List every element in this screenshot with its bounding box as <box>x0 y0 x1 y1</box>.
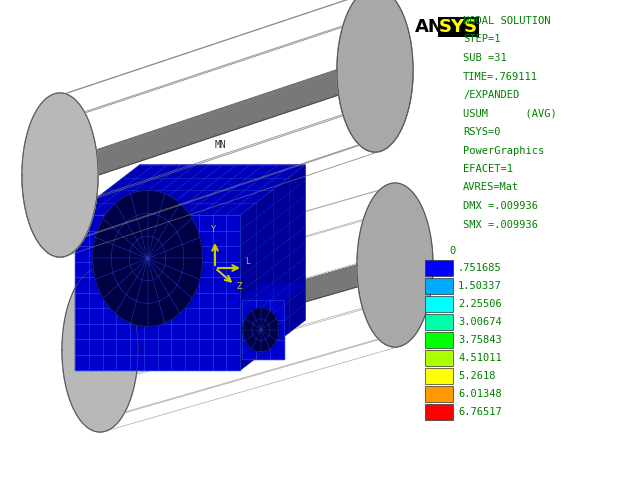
Bar <box>425 350 453 366</box>
Text: 6.01348: 6.01348 <box>458 389 502 399</box>
Bar <box>425 260 453 276</box>
Polygon shape <box>337 0 413 152</box>
Text: SYS: SYS <box>439 18 478 36</box>
Text: USUM      (AVG): USUM (AVG) <box>463 108 557 119</box>
Text: /EXPANDED: /EXPANDED <box>463 90 519 100</box>
Text: 5.2618: 5.2618 <box>458 371 495 381</box>
Polygon shape <box>62 268 138 432</box>
Text: 3.75843: 3.75843 <box>458 335 502 345</box>
Polygon shape <box>242 300 284 359</box>
Text: SMX =.009936: SMX =.009936 <box>463 219 538 229</box>
Polygon shape <box>93 191 203 326</box>
Text: .751685: .751685 <box>458 263 502 273</box>
Text: AN: AN <box>415 18 444 36</box>
Bar <box>425 386 453 402</box>
Text: AVRES=Mat: AVRES=Mat <box>463 182 519 192</box>
Polygon shape <box>240 165 305 370</box>
Polygon shape <box>22 93 98 257</box>
Polygon shape <box>22 93 98 257</box>
Text: 0: 0 <box>450 246 456 256</box>
Text: 4.51011: 4.51011 <box>458 353 502 363</box>
Polygon shape <box>22 70 413 257</box>
Text: 2.25506: 2.25506 <box>458 299 502 309</box>
Polygon shape <box>62 265 433 432</box>
Polygon shape <box>243 308 279 352</box>
Bar <box>425 368 453 384</box>
Bar <box>425 296 453 312</box>
Text: Z: Z <box>237 282 243 291</box>
Text: L: L <box>245 257 250 266</box>
Text: STEP=1: STEP=1 <box>463 35 500 45</box>
Text: NODAL SOLUTION: NODAL SOLUTION <box>463 16 550 26</box>
Polygon shape <box>357 183 433 347</box>
Bar <box>425 332 453 348</box>
Polygon shape <box>22 0 413 175</box>
Polygon shape <box>22 70 413 257</box>
Text: DMX =.009936: DMX =.009936 <box>463 201 538 211</box>
Text: EFACET=1: EFACET=1 <box>463 164 513 174</box>
Polygon shape <box>75 215 240 370</box>
Bar <box>425 404 453 420</box>
Text: PowerGraphics: PowerGraphics <box>463 145 544 156</box>
Polygon shape <box>22 0 413 175</box>
Polygon shape <box>75 165 305 215</box>
Bar <box>425 314 453 330</box>
Text: Y: Y <box>210 225 215 234</box>
Text: RSYS=0: RSYS=0 <box>463 127 500 137</box>
Text: 6.76517: 6.76517 <box>458 407 502 417</box>
Polygon shape <box>242 284 304 300</box>
Text: 1.50337: 1.50337 <box>458 281 502 291</box>
Polygon shape <box>337 0 413 152</box>
Bar <box>425 278 453 294</box>
Text: MN: MN <box>215 140 227 150</box>
Text: SUB =31: SUB =31 <box>463 53 507 63</box>
Polygon shape <box>62 183 433 350</box>
Text: TIME=.769111: TIME=.769111 <box>463 72 538 82</box>
Text: 3.00674: 3.00674 <box>458 317 502 327</box>
